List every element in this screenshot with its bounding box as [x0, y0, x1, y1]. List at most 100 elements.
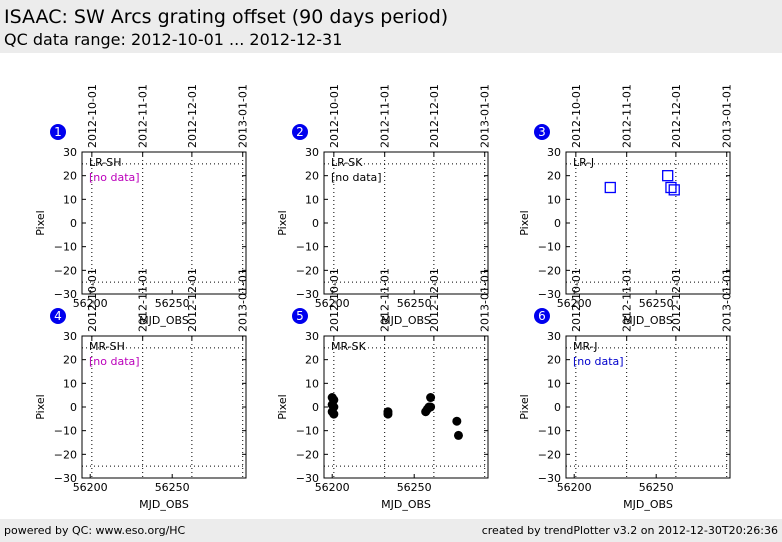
date-tick-label: 2012-11-01 — [621, 84, 634, 148]
date-tick-label: 2012-12-01 — [186, 84, 199, 148]
date-tick-label: 2012-12-01 — [186, 268, 199, 332]
y-tick-label: 30 — [547, 330, 561, 343]
date-tick-label: 2012-11-01 — [379, 268, 392, 332]
x-axis-label: MJD_OBS — [139, 498, 189, 511]
chart-panel-1: −30 −20 −10 0 10 20 30 56200 56250 2012-10-01 2012… — [34, 84, 250, 327]
date-tick-label: 2012-11-01 — [137, 268, 150, 332]
date-tick-label: 2012-12-01 — [670, 84, 683, 148]
y-tick-label: 20 — [305, 170, 319, 183]
x-tick-label: 56200 — [73, 297, 108, 310]
panel-number-badge — [534, 124, 550, 140]
y-tick-label: −10 — [538, 425, 561, 438]
plot-frame — [81, 151, 247, 295]
page-subtitle: QC data range: 2012-10-01 ... 2012-12-31 — [4, 30, 343, 49]
plot-frame — [565, 335, 731, 479]
data-point — [665, 181, 677, 194]
panel-number: 4 — [54, 309, 62, 323]
y-tick-label: 30 — [63, 146, 77, 159]
y-tick-label: −10 — [296, 425, 319, 438]
date-tick-label: 2012-10-01 — [328, 84, 341, 148]
y-tick-label: 0 — [312, 401, 319, 414]
y-tick-label: 20 — [63, 354, 77, 367]
date-tick-label: 2012-10-01 — [328, 268, 341, 332]
no-data-label: [no data] — [89, 171, 140, 184]
data-point — [668, 184, 680, 196]
panel-label: MR-SK — [331, 340, 367, 353]
date-tick-label: 2012-11-01 — [621, 268, 634, 332]
y-tick-label: −20 — [296, 448, 319, 461]
y-tick-label: 10 — [547, 193, 561, 206]
y-axis-label: Pixel — [34, 394, 47, 419]
plot-frame — [565, 151, 731, 295]
y-tick-label: −30 — [54, 472, 77, 485]
y-tick-label: −30 — [296, 472, 319, 485]
x-tick-label: 56250 — [155, 297, 190, 310]
date-tick-label: 2012-10-01 — [570, 268, 583, 332]
date-tick-label: 2012-12-01 — [428, 84, 441, 148]
y-tick-label: 10 — [305, 193, 319, 206]
x-tick-label: 56200 — [73, 481, 108, 494]
x-axis-label: MJD_OBS — [623, 314, 673, 327]
y-axis-label: Pixel — [34, 210, 47, 235]
date-tick-label: 2012-12-01 — [670, 268, 683, 332]
data-point — [662, 170, 674, 182]
x-axis-label: MJD_OBS — [139, 314, 189, 327]
x-tick-label: 56250 — [397, 481, 432, 494]
panel-number: 6 — [538, 309, 546, 323]
panel-number-badge — [534, 308, 550, 324]
no-data-label: [no data] — [331, 171, 382, 184]
y-tick-label: 20 — [305, 354, 319, 367]
page-title: ISAAC: SW Arcs grating offset (90 days p… — [4, 6, 449, 28]
date-tick-label: 2013-01-01 — [479, 268, 492, 332]
plot-frame — [323, 335, 489, 479]
panel-number-badge — [292, 124, 308, 140]
footer-created-by: created by trendPlotter v3.2 on 2012-12-… — [481, 524, 778, 537]
plot-frame — [323, 151, 489, 295]
x-tick-label: 56200 — [557, 297, 592, 310]
panel-label: MR-SH — [89, 340, 125, 353]
y-tick-label: 30 — [305, 146, 319, 159]
x-tick-label: 56200 — [315, 481, 350, 494]
chart-panel-5: −30 −20 −10 0 10 20 30 56200 56250 2012-10-01 2012… — [276, 268, 492, 511]
panel-number: 2 — [296, 125, 304, 139]
chart-panel-4: −30 −20 −10 0 10 20 30 56200 56250 2012-10-01 2012… — [34, 268, 250, 511]
date-tick-label: 2013-01-01 — [237, 84, 250, 148]
y-tick-label: 0 — [70, 217, 77, 230]
no-data-label: [no data] — [89, 355, 140, 368]
y-tick-label: 30 — [63, 330, 77, 343]
y-tick-label: −30 — [538, 472, 561, 485]
data-point — [604, 181, 616, 194]
chart-panel-2: −30 −20 −10 0 10 20 30 56200 56250 2012-10-01 2012… — [276, 84, 492, 327]
y-tick-label: 10 — [63, 193, 77, 206]
y-tick-label: 10 — [305, 377, 319, 390]
y-tick-label: −10 — [296, 241, 319, 254]
data-point — [426, 402, 436, 412]
y-tick-label: −20 — [538, 448, 561, 461]
data-point — [452, 416, 462, 426]
y-tick-label: −10 — [538, 241, 561, 254]
y-tick-label: 0 — [554, 217, 561, 230]
date-tick-label: 2012-12-01 — [428, 268, 441, 332]
chart-panel-6: −30 −20 −10 0 10 20 30 56200 56250 2012-10-01 2012… — [518, 268, 734, 511]
panel-label: MR-J — [573, 340, 598, 353]
panel-number-badge — [50, 124, 66, 140]
date-tick-label: 2013-01-01 — [721, 84, 734, 148]
panel-label: LR-SK — [331, 156, 363, 169]
y-tick-label: 20 — [547, 354, 561, 367]
y-axis-label: Pixel — [518, 210, 531, 235]
x-axis-label: MJD_OBS — [381, 498, 431, 511]
x-tick-label: 56250 — [397, 297, 432, 310]
y-tick-label: −20 — [54, 448, 77, 461]
x-tick-label: 56200 — [315, 297, 350, 310]
y-tick-label: 0 — [554, 401, 561, 414]
panel-number-badge — [50, 308, 66, 324]
y-tick-label: 20 — [547, 170, 561, 183]
x-tick-label: 56200 — [557, 481, 592, 494]
y-tick-label: −30 — [296, 288, 319, 301]
panel-label: LR-J — [573, 156, 594, 169]
panel-number-badge — [292, 308, 308, 324]
y-tick-label: −20 — [296, 264, 319, 277]
chart-panel-3: −30 −20 −10 0 10 20 30 56200 56250 2012-10-01 2012… — [518, 84, 734, 327]
y-tick-label: 10 — [547, 377, 561, 390]
panel-number: 1 — [54, 125, 62, 139]
